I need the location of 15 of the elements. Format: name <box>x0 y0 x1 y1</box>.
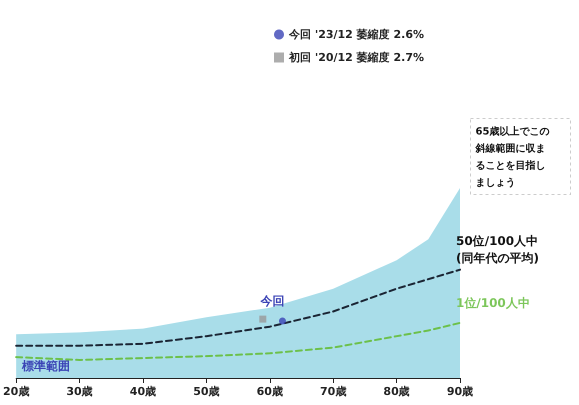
series-label: 50位/100人中 (同年代の平均) <box>456 234 539 266</box>
x-tick-label: 40歳 <box>130 385 156 398</box>
annotation: 今回 <box>259 294 284 308</box>
x-tick-label: 50歳 <box>193 385 220 398</box>
x-tick-label: 60歳 <box>256 385 283 398</box>
text: 65歳以上でこの斜線範囲に収まることを目指しましょう <box>474 126 550 188</box>
legend-label: 今回 '23/12 萎縮度 2.6% <box>288 28 424 41</box>
x-tick-label: 20歳 <box>3 385 30 398</box>
series-label: 標準範囲 <box>21 359 70 373</box>
legend-label: 初回 '20/12 萎縮度 2.7% <box>288 51 424 64</box>
x-tick-label: 90歳 <box>446 385 474 398</box>
series-label: 1位/100人中 <box>456 296 530 310</box>
x-tick-label: 30歳 <box>66 385 93 398</box>
x-tick-label: 70歳 <box>320 385 346 398</box>
x-tick-label: 80歳 <box>383 385 410 398</box>
